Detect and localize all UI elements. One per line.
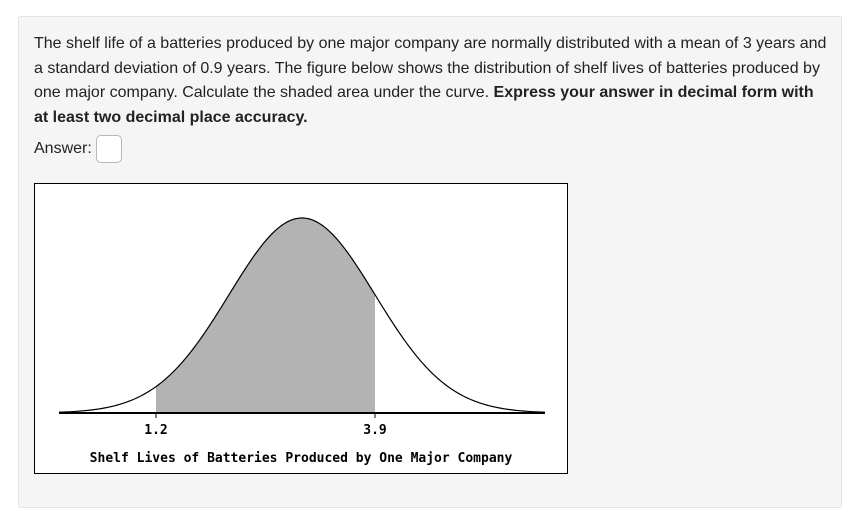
- answer-input[interactable]: [95, 135, 122, 163]
- tick-label: 1.2: [144, 423, 167, 438]
- question-card: The shelf life of a batteries produced b…: [18, 16, 842, 508]
- tick-label: 3.9: [363, 423, 386, 438]
- question-text: The shelf life of a batteries produced b…: [34, 32, 829, 130]
- shaded-area: [156, 218, 375, 413]
- normal-distribution-figure: 1.2 3.9 Shelf Lives of Batteries Produced…: [34, 183, 568, 474]
- x-axis-label: Shelf Lives of Batteries Produced by One…: [90, 451, 513, 466]
- question-instruction: Express your answer in decimal form with…: [34, 84, 814, 126]
- question-body: The shelf life of a batteries produced b…: [34, 35, 827, 101]
- normal-distribution-chart: 1.2 3.9 Shelf Lives of Batteries Produced…: [58, 217, 546, 466]
- normal-curve: [58, 217, 546, 413]
- tick-group: 1.2 3.9: [144, 413, 387, 438]
- answer-label: Answer:: [34, 140, 92, 157]
- answer-row: Answer:: [34, 133, 122, 165]
